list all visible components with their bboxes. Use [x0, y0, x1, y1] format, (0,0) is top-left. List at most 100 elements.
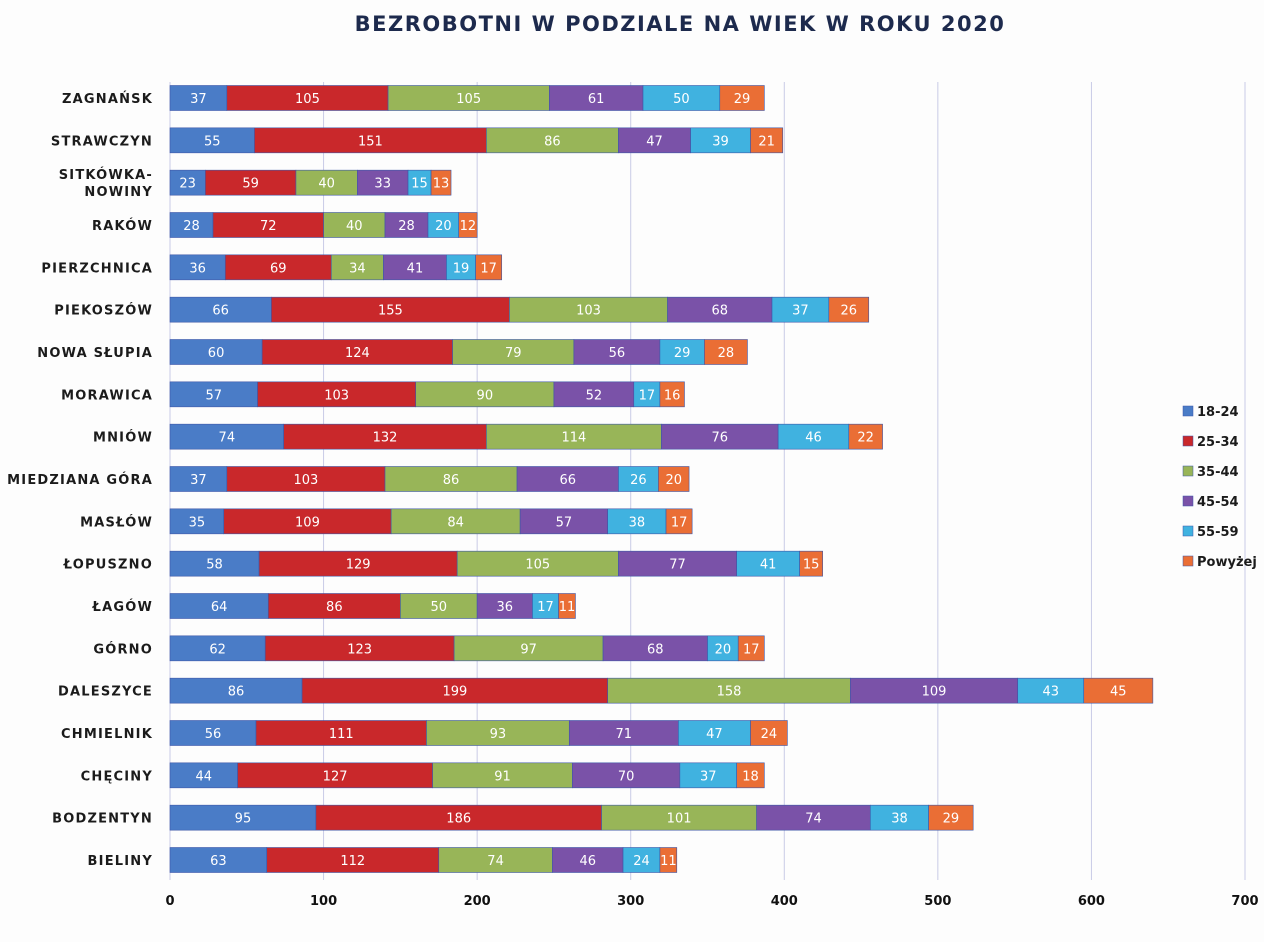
bar-segment: [750, 720, 788, 746]
bar-segment: [169, 381, 258, 408]
bar-segment: [169, 550, 260, 577]
data-label: 12: [460, 219, 477, 234]
x-tick-label: 500: [924, 894, 951, 909]
bar-segment: [475, 254, 503, 281]
bar-segment: [427, 212, 460, 238]
legend-label: 25-34: [1197, 435, 1239, 450]
data-label: 33: [374, 177, 391, 192]
data-label: 29: [734, 92, 751, 107]
bar-segment: [169, 508, 225, 535]
data-label: 43: [1042, 685, 1059, 700]
data-label: 35: [189, 515, 206, 530]
bar-segment: [799, 550, 823, 577]
bar-segment: [283, 423, 487, 450]
data-label: 70: [618, 769, 635, 784]
data-label: 57: [205, 388, 222, 403]
category-label: CHMIELNIK: [61, 727, 153, 742]
data-label: 13: [433, 177, 450, 192]
bar-segment: [295, 169, 358, 196]
data-label: 103: [293, 473, 318, 488]
category-label: CHĘCINY: [81, 769, 153, 784]
data-label: 90: [477, 388, 494, 403]
x-tick-label: 0: [165, 894, 174, 909]
data-label: 109: [922, 685, 947, 700]
data-label: 56: [609, 346, 626, 361]
bar-segment: [568, 720, 679, 746]
data-label: 105: [456, 92, 481, 107]
data-label: 105: [295, 92, 320, 107]
bar-segment: [257, 381, 417, 408]
legend-swatch: [1182, 555, 1194, 567]
data-label: 72: [260, 219, 277, 234]
bar-segment: [169, 677, 303, 704]
data-label: 59: [242, 177, 259, 192]
data-label: 62: [209, 642, 226, 657]
bar-segment: [736, 550, 800, 577]
data-label: 71: [616, 727, 633, 742]
data-label: 91: [494, 769, 511, 784]
data-label: 111: [329, 727, 354, 742]
category-label: MASŁÓW: [80, 514, 153, 530]
bar-segment: [323, 212, 386, 238]
data-label: 58: [206, 558, 223, 573]
data-label: 69: [270, 261, 287, 276]
category-label: BIELINY: [88, 854, 153, 869]
data-label: 109: [295, 515, 320, 530]
bar-segment: [438, 847, 553, 873]
data-label: 46: [579, 854, 596, 869]
bar-segment: [848, 423, 883, 450]
bar-segment: [476, 593, 533, 619]
category-label: RAKÓW: [92, 218, 153, 234]
bar-segment: [400, 593, 478, 619]
data-label: 20: [665, 473, 682, 488]
category-label: NOWA SŁUPIA: [37, 346, 153, 361]
bar-segment: [426, 720, 570, 746]
data-label: 66: [212, 304, 229, 319]
data-label: 47: [646, 134, 663, 149]
bar-segment: [516, 466, 619, 492]
data-label: 57: [556, 515, 573, 530]
data-label: 23: [179, 177, 196, 192]
data-label: 127: [323, 769, 348, 784]
bar-segment: [224, 254, 332, 281]
data-label: 28: [718, 346, 735, 361]
data-label: 28: [398, 219, 415, 234]
data-label: 37: [792, 304, 809, 319]
data-label: 103: [576, 304, 601, 319]
bar-segment: [169, 212, 214, 238]
bar-segment: [679, 762, 737, 789]
data-label: 41: [760, 558, 777, 573]
bar-segment: [659, 847, 678, 873]
data-label: 36: [497, 600, 514, 615]
bar-segment: [264, 635, 455, 662]
bar-segment: [869, 804, 929, 831]
bar-segment: [169, 169, 206, 196]
legend-label: 45-54: [1197, 495, 1239, 510]
data-label: 77: [669, 558, 686, 573]
data-label: 199: [442, 685, 467, 700]
data-label: 86: [228, 685, 245, 700]
data-label: 61: [588, 92, 605, 107]
data-label: 129: [346, 558, 371, 573]
category-label: STRAWCZYN: [51, 134, 153, 149]
bar-segment: [665, 508, 693, 535]
data-label: 86: [443, 473, 460, 488]
bar-segment: [453, 635, 604, 662]
data-label: 38: [629, 515, 646, 530]
category-label: PIERZCHNICA: [41, 261, 153, 276]
category-label: ZAGNAŃSK: [62, 91, 153, 107]
bar-segment: [205, 169, 297, 196]
data-label: 86: [544, 134, 561, 149]
bar-segment: [315, 804, 602, 831]
x-tick-label: 600: [1078, 894, 1105, 909]
data-label: 11: [660, 854, 677, 869]
category-label: MIEDZIANA GÓRA: [7, 472, 153, 488]
bar-segment: [642, 85, 721, 111]
data-label: 24: [761, 727, 778, 742]
data-label: 151: [358, 134, 383, 149]
bar-segment: [756, 804, 871, 831]
data-label: 20: [435, 219, 452, 234]
category-label: MORAWICA: [61, 388, 153, 403]
category-label: BODZENTYN: [52, 812, 153, 827]
